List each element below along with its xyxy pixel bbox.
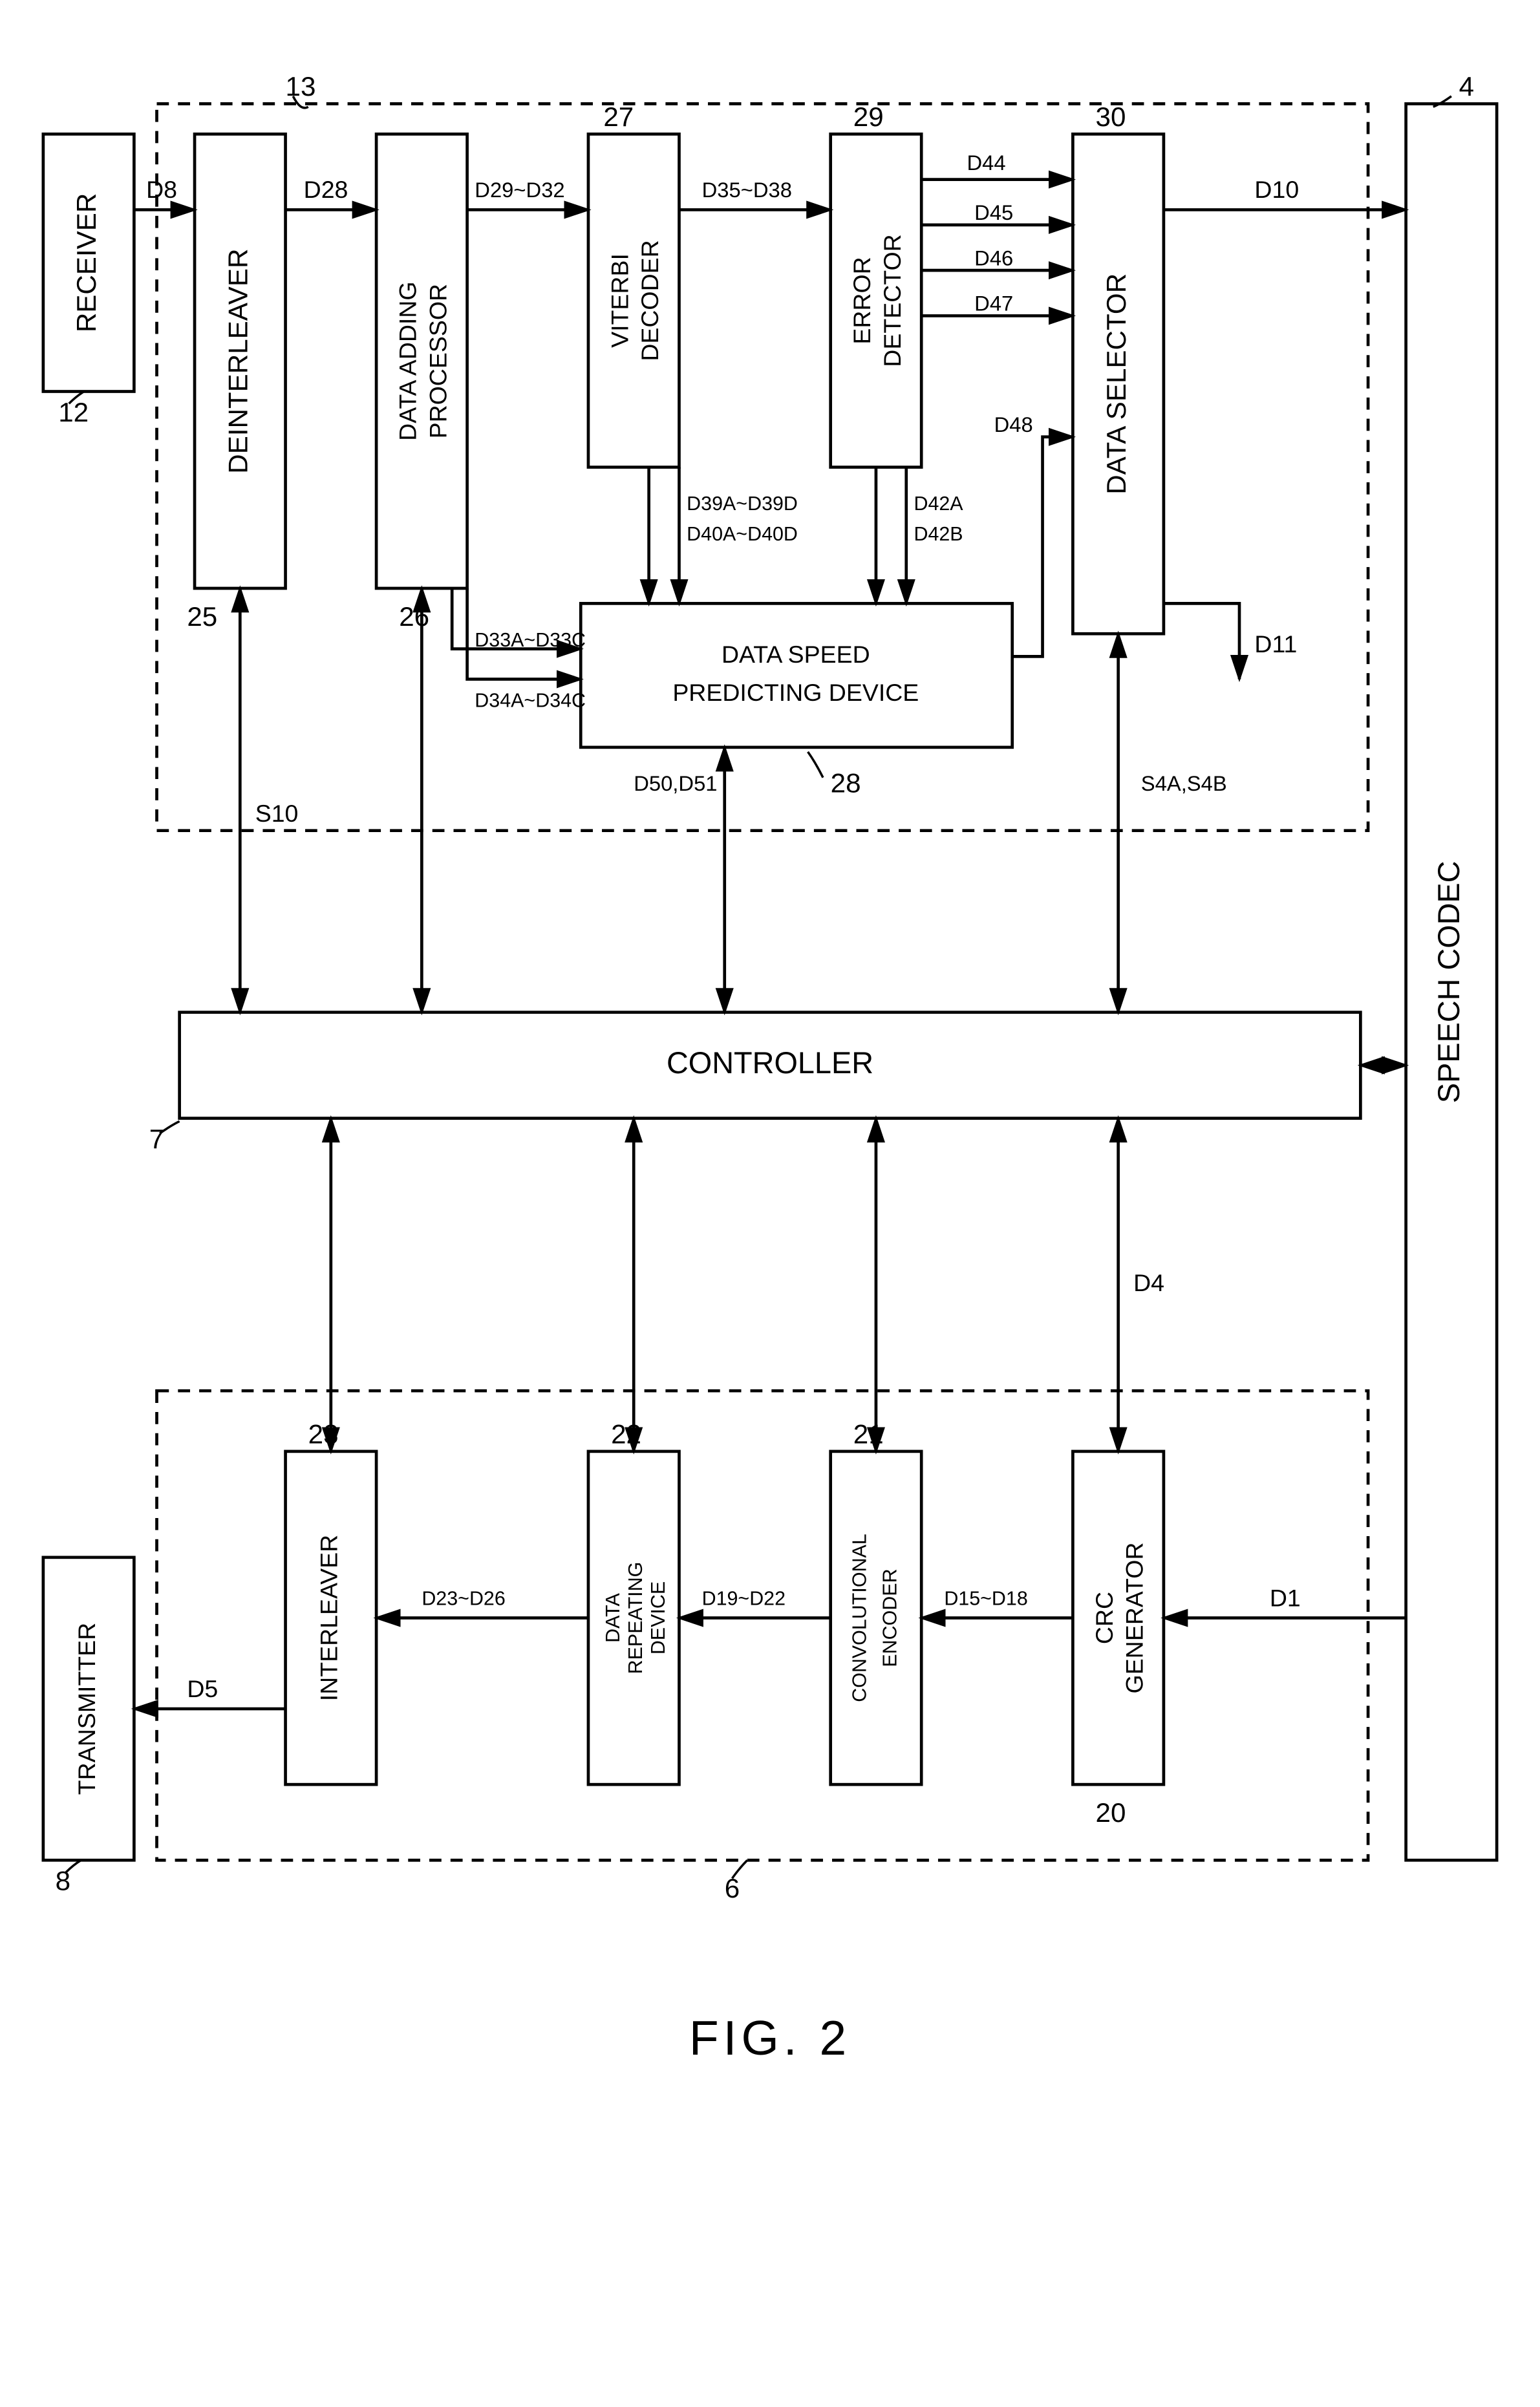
d39-label: D39A~D39D: [687, 493, 798, 515]
d4-label: D4: [1133, 1269, 1164, 1296]
rep-label1: DATA: [602, 1592, 624, 1642]
rep-ref: 22: [611, 1419, 641, 1450]
d1-label: D1: [1270, 1584, 1301, 1611]
error-ref: 29: [853, 102, 884, 132]
controller-ref: 7: [149, 1124, 164, 1154]
deinterleaver-label: DEINTERLEAVER: [222, 249, 253, 474]
crc-ref: 20: [1096, 1797, 1126, 1828]
conv-label1: CONVOLUTIONAL: [849, 1534, 871, 1702]
d35-label: D35~D38: [702, 178, 792, 202]
d19-label: D19~D22: [702, 1587, 786, 1609]
data-adding-ref: 26: [399, 601, 429, 632]
speech-codec-label: SPEECH CODEC: [1432, 861, 1466, 1104]
conv-ref: 21: [853, 1419, 884, 1450]
d5-label: D5: [187, 1675, 218, 1702]
d47-label: D47: [974, 292, 1013, 316]
s10-label: S10: [255, 800, 299, 827]
receiver-ref: 12: [58, 397, 89, 427]
data-adding-label2: PROCESSOR: [424, 284, 451, 438]
speech-codec-ref: 4: [1459, 71, 1474, 102]
viterbi-block: [588, 134, 679, 467]
d42b-label: D42B: [914, 523, 963, 545]
crc-label2: GENERATOR: [1121, 1543, 1148, 1694]
transmitter-label: TRANSMITTER: [73, 1623, 100, 1795]
data-selector-label: DATA SELECTOR: [1101, 273, 1131, 495]
error-label2: DETECTOR: [879, 234, 906, 367]
d10-label: D10: [1254, 176, 1299, 203]
d45-label: D45: [974, 200, 1013, 224]
viterbi-label1: VITERBI: [606, 253, 633, 348]
d23-label: D23~D26: [422, 1587, 505, 1609]
error-label1: ERROR: [848, 257, 875, 344]
deinterleaver-ref: 25: [187, 601, 217, 632]
conv-label2: ENCODER: [879, 1568, 901, 1667]
d15-label: D15~D18: [944, 1587, 1027, 1609]
d33-label: D33A~D33C: [475, 629, 586, 651]
interleaver-ref: 23: [308, 1419, 339, 1450]
data-speed-label2: PREDICTING DEVICE: [672, 679, 919, 706]
d46-label: D46: [974, 246, 1013, 270]
d48-label: D48: [994, 412, 1033, 436]
data-adding-label1: DATA ADDING: [394, 281, 421, 440]
crc-block: [1073, 1451, 1164, 1784]
rep-label2: REPEATING: [625, 1562, 647, 1674]
d50-label: D50,D51: [634, 771, 717, 795]
s4ab-label: S4A,S4B: [1141, 771, 1227, 795]
upper-ref-label: 13: [286, 71, 316, 102]
error-detector-block: [831, 134, 922, 467]
d29-label: D29~D32: [475, 178, 564, 202]
d28-label: D28: [304, 176, 348, 203]
figure-label: FIG. 2: [689, 2011, 851, 2065]
crc-label1: CRC: [1091, 1592, 1118, 1644]
receiver-label: RECEIVER: [71, 193, 102, 332]
d34-label: D34A~D34C: [475, 690, 586, 712]
data-speed-label1: DATA SPEED: [722, 641, 870, 668]
data-speed-ref: 28: [831, 768, 861, 798]
d42a-label: D42A: [914, 493, 963, 515]
d11-label: D11: [1254, 630, 1297, 658]
data-speed-block: [581, 603, 1012, 747]
d40-label: D40A~D40D: [687, 523, 798, 545]
block-diagram: 13 6 RECEIVER 12 DEINTERLEAVER 25 DATA A…: [13, 13, 1527, 2133]
controller-label: CONTROLLER: [667, 1046, 873, 1080]
d44-label: D44: [967, 151, 1005, 175]
data-adding-block: [376, 134, 467, 588]
d8-label: D8: [146, 176, 177, 203]
viterbi-label2: DECODER: [636, 240, 663, 361]
viterbi-ref: 27: [603, 102, 634, 132]
rep-label3: DEVICE: [647, 1581, 669, 1654]
data-selector-ref: 30: [1096, 102, 1126, 132]
conv-encoder-block: [831, 1451, 922, 1784]
interleaver-label: INTERLEAVER: [315, 1535, 343, 1701]
